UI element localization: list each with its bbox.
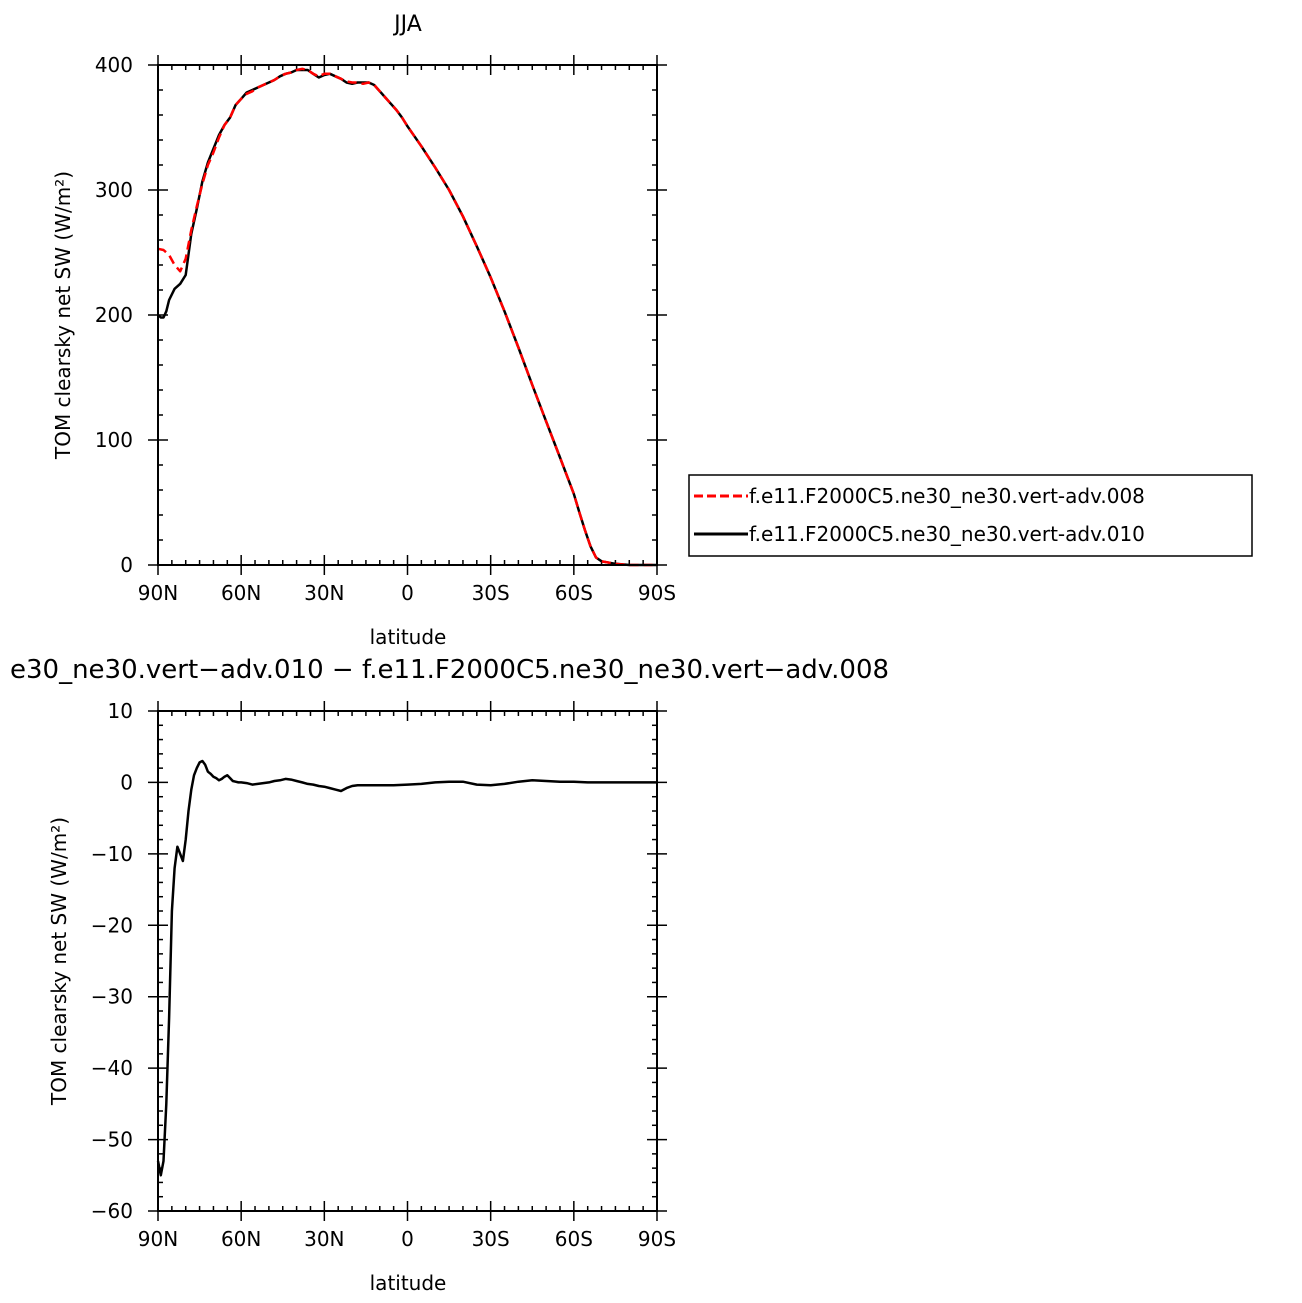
top-x-tick-label: 90N <box>138 581 178 605</box>
top-x-axis-label: latitude <box>370 625 447 649</box>
bottom-y-tick-label: −10 <box>91 842 133 866</box>
legend-label-010: f.e11.F2000C5.ne30_ne30.vert-adv.010 <box>749 522 1145 546</box>
bottom-series-line-0 <box>156 759 657 1177</box>
bottom-y-axis-label: TOM clearsky net SW (W/m²) <box>47 817 71 1106</box>
bottom-x-tick-label: 30S <box>472 1227 510 1251</box>
top-x-tick-label: 60S <box>555 581 593 605</box>
legend-label-008: f.e11.F2000C5.ne30_ne30.vert-adv.008 <box>749 484 1145 508</box>
top-panel: JJA TOM clearsky net SW (W/m²) latitude … <box>51 12 676 649</box>
bottom-ticks: 90N 60N 30N 0 30S 60S 90S −60 −50 −40 −30 −20 −10 0 10 <box>91 699 676 1251</box>
bottom-x-axis-label: latitude <box>370 1271 447 1295</box>
legend: f.e11.F2000C5.ne30_ne30.vert-adv.008 f.e… <box>688 474 1253 557</box>
top-x-tick-label: 60N <box>221 581 261 605</box>
top-x-tick-label: 30N <box>304 581 344 605</box>
top-x-tick-label: 90S <box>638 581 676 605</box>
bottom-y-tick-label: −40 <box>91 1056 133 1080</box>
top-chart-title: JJA <box>392 12 422 37</box>
bottom-x-tick-label: 30N <box>304 1227 344 1251</box>
bottom-series-group <box>156 759 657 1177</box>
top-plot-frame <box>157 64 658 566</box>
top-x-tick-label: 30S <box>472 581 510 605</box>
bottom-panel: e30_ne30.vert−adv.010 − f.e11.F2000C5.ne… <box>10 655 889 1295</box>
bottom-x-tick-label: 90S <box>638 1227 676 1251</box>
top-y-tick-label: 100 <box>95 428 133 452</box>
top-y-axis-label: TOM clearsky net SW (W/m²) <box>51 171 75 460</box>
top-series-line-1 <box>157 68 657 567</box>
bottom-y-tick-label: −20 <box>91 913 133 937</box>
bottom-x-tick-label: 60S <box>555 1227 593 1251</box>
top-y-tick-label: 400 <box>95 53 133 77</box>
bottom-y-tick-label: 10 <box>108 699 133 723</box>
bottom-x-tick-label: 90N <box>138 1227 178 1251</box>
top-ticks: 90N 60N 30N 0 30S 60S 90S 0 100 200 300 400 <box>95 53 676 605</box>
top-y-tick-label: 0 <box>120 553 133 577</box>
bottom-plot-frame <box>157 710 658 1212</box>
bottom-y-tick-label: −30 <box>91 985 133 1009</box>
top-x-tick-label: 0 <box>401 581 414 605</box>
bottom-y-tick-label: 0 <box>120 770 133 794</box>
bottom-x-tick-label: 0 <box>401 1227 414 1251</box>
top-y-tick-label: 300 <box>95 178 133 202</box>
bottom-x-tick-label: 60N <box>221 1227 261 1251</box>
bottom-y-tick-label: −60 <box>91 1199 133 1223</box>
bottom-chart-title: e30_ne30.vert−adv.010 − f.e11.F2000C5.ne… <box>10 655 889 685</box>
bottom-y-tick-label: −50 <box>91 1128 133 1152</box>
top-series-line-0 <box>157 67 657 567</box>
top-y-tick-label: 200 <box>95 303 133 327</box>
top-series-group <box>157 67 657 567</box>
legend-box <box>688 474 1253 557</box>
